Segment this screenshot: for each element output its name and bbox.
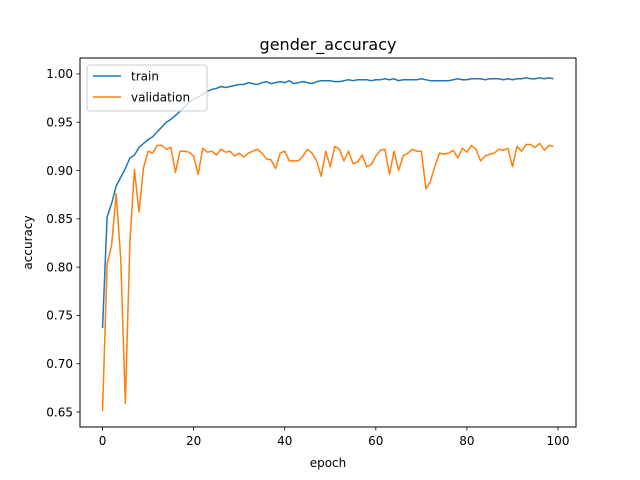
series-layer (101, 77, 554, 412)
y-tick-label: 0.75 (46, 309, 73, 323)
y-axis: 0.65 0.70 0.75 0.80 0.85 0.90 0.95 1.00 (46, 67, 80, 419)
plot-frame (79, 57, 577, 428)
legend-label-train: train (131, 69, 159, 83)
chart-title: gender_accuracy (260, 35, 397, 55)
x-axis-label: epoch (310, 456, 347, 470)
x-tick-label: 100 (547, 434, 570, 448)
x-tick-label: 0 (99, 434, 107, 448)
y-tick-label: 0.65 (46, 405, 73, 419)
y-tick-label: 0.85 (46, 212, 73, 226)
legend-label-validation: validation (131, 90, 190, 104)
x-tick-label: 20 (186, 434, 201, 448)
x-tick-label: 60 (368, 434, 383, 448)
y-tick-label: 0.80 (46, 260, 73, 274)
y-tick-label: 1.00 (46, 67, 73, 81)
x-axis: 0 20 40 60 80 100 (99, 427, 570, 448)
y-axis-label: accuracy (21, 215, 35, 269)
legend: train validation (86, 64, 208, 112)
series-line-train (101, 77, 554, 329)
x-tick-label: 80 (459, 434, 474, 448)
series-line-validation (101, 142, 554, 412)
y-tick-label: 0.90 (46, 164, 73, 178)
y-tick-label: 0.95 (46, 116, 73, 130)
y-tick-label: 0.70 (46, 357, 73, 371)
plot-area (79, 57, 577, 428)
x-tick-label: 40 (277, 434, 292, 448)
